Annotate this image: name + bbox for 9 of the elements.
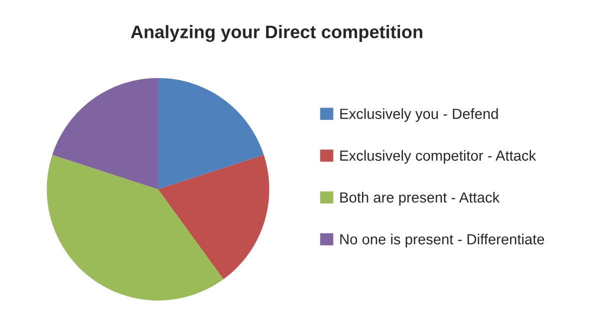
pie-slice (158, 78, 264, 190)
legend-label: Exclusively you - Defend (340, 108, 498, 122)
legend-label: Exclusively competitor - Attack (340, 150, 536, 164)
pie-slice (52, 78, 158, 190)
legend-label: Both are present - Attack (340, 192, 500, 206)
pie-slice (46, 154, 224, 300)
pie-slice (158, 154, 270, 280)
legend-label: No one is present - Differentiate (340, 234, 544, 248)
chart-title: Analyzing your Direct competition (130, 25, 422, 42)
